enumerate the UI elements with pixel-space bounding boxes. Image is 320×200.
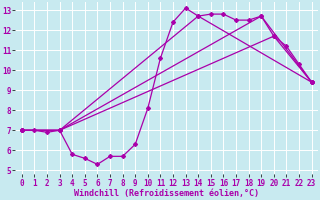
X-axis label: Windchill (Refroidissement éolien,°C): Windchill (Refroidissement éolien,°C) [74, 189, 259, 198]
